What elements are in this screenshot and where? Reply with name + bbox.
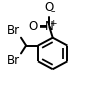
Text: –: –: [51, 7, 55, 16]
Text: O: O: [28, 20, 37, 33]
Text: Br: Br: [7, 54, 20, 67]
Text: Br: Br: [7, 24, 20, 37]
Text: O: O: [45, 1, 54, 14]
Text: +: +: [49, 19, 57, 28]
Text: N: N: [45, 20, 54, 33]
